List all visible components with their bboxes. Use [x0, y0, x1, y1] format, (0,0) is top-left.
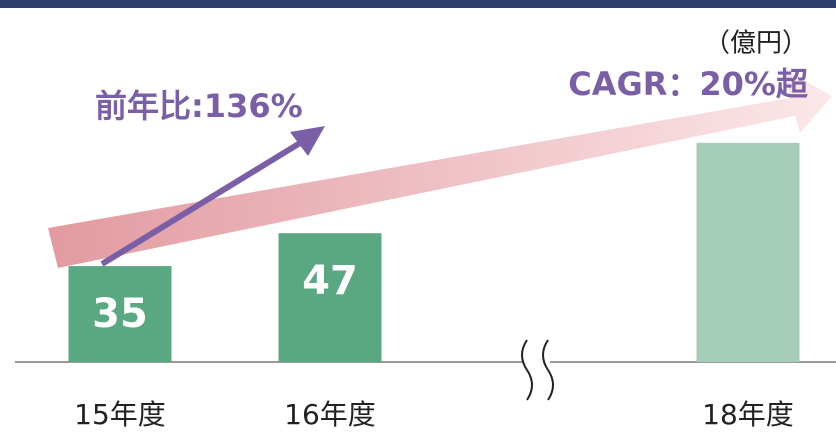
yoy-annotation: 前年比:136% — [95, 87, 303, 125]
break-gap — [524, 340, 550, 400]
growth-arrow — [48, 70, 832, 268]
x-tick-label: 15年度 — [74, 398, 166, 431]
yoy-arrow — [100, 137, 307, 267]
bar — [278, 233, 382, 362]
x-tick-label: 16年度 — [284, 398, 376, 431]
cagr-annotation: CAGR：20%超 — [568, 65, 809, 103]
value-label: 47 — [302, 258, 358, 304]
axis-break — [521, 339, 554, 401]
value-label: 35 — [92, 291, 148, 337]
unit-label: （億円） — [704, 29, 808, 59]
bar — [696, 142, 800, 362]
x-tick-label: 18年度 — [702, 398, 794, 431]
bar — [68, 266, 172, 362]
yoy-arrow-head — [290, 126, 325, 156]
title-band — [0, 0, 836, 8]
